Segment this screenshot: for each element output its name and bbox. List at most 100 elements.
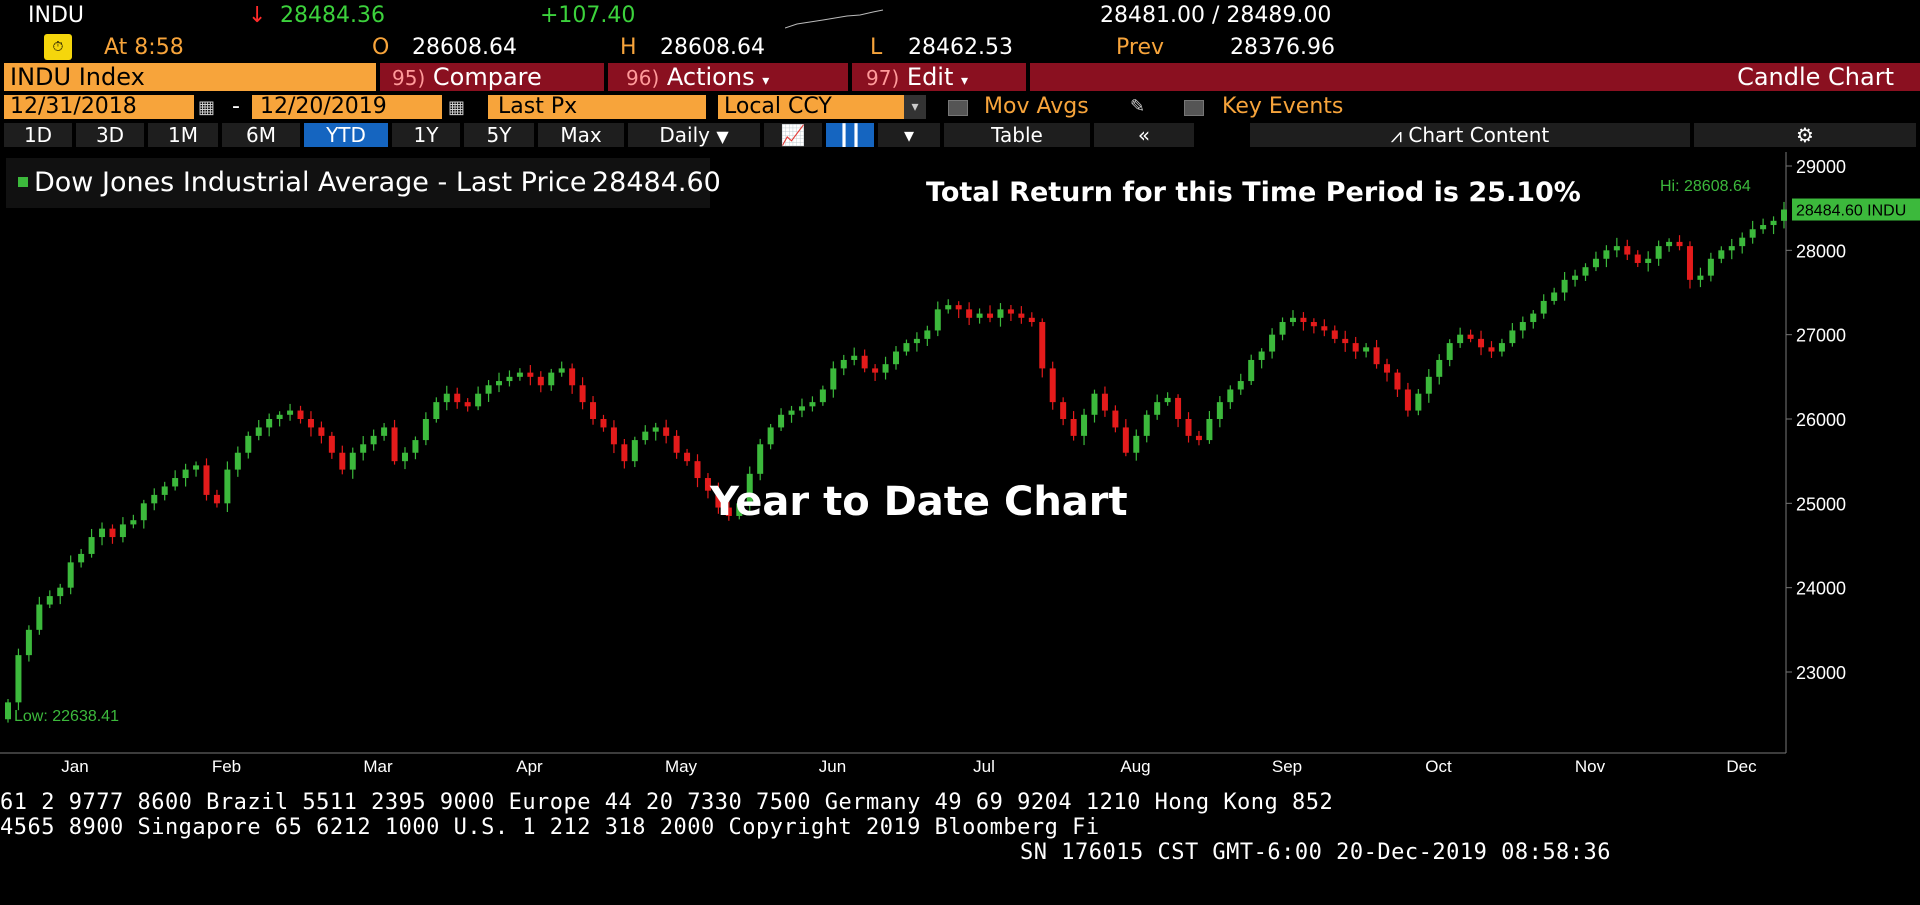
bid-ask: 28481.00 / 28489.00 bbox=[1100, 3, 1332, 28]
candle-body bbox=[381, 427, 388, 436]
footer-line-3: SN 176015 CST GMT-6:00 20-Dec-2019 08:58… bbox=[1020, 840, 1612, 865]
end-date-value: 12/20/2019 bbox=[260, 94, 387, 119]
candle-body bbox=[454, 393, 461, 403]
candle-body bbox=[1195, 435, 1202, 441]
candle-body bbox=[1509, 330, 1516, 344]
candle-body bbox=[830, 368, 837, 390]
candle-body bbox=[516, 372, 523, 377]
mov-avgs-checkbox[interactable] bbox=[948, 100, 968, 116]
open-label: O bbox=[372, 35, 390, 60]
timeframe-5y[interactable]: 5Y bbox=[464, 123, 534, 147]
clock-icon: ⏱ bbox=[44, 34, 72, 60]
candle-body bbox=[370, 435, 377, 445]
high-value: 28608.64 bbox=[660, 35, 765, 60]
start-date-field[interactable]: 12/31/2018 bbox=[4, 95, 194, 119]
candle-body bbox=[443, 393, 450, 403]
key-events-checkbox[interactable] bbox=[1184, 100, 1204, 116]
x-tick-label: Jul bbox=[973, 757, 995, 776]
candle-chart: 23000 24000 25000 26000 27000 28000 29000 Jan Fe… bbox=[0, 152, 1920, 780]
legend-swatch bbox=[18, 177, 28, 187]
edit-button[interactable]: 97) Edit ▾ bbox=[852, 63, 1026, 91]
currency-select[interactable]: Local CCY bbox=[718, 95, 904, 119]
candle-chart-icon[interactable]: ┃┃ bbox=[826, 123, 874, 147]
compare-button[interactable]: 95) Compare bbox=[380, 63, 604, 91]
legend-text: Dow Jones Industrial Average - Last Pric… bbox=[34, 167, 587, 198]
candle-body bbox=[1039, 322, 1046, 369]
candle-body bbox=[1540, 300, 1547, 314]
chevron-down-icon[interactable]: ▾ bbox=[878, 123, 940, 147]
security-field[interactable]: INDU Index bbox=[4, 63, 376, 91]
last-price-tag bbox=[1792, 198, 1920, 221]
candle-body bbox=[1384, 364, 1391, 373]
candle-body bbox=[631, 440, 638, 462]
candle-body bbox=[67, 562, 74, 588]
candle-body bbox=[328, 435, 335, 453]
timeframe-6m[interactable]: 6M bbox=[222, 123, 300, 147]
candle-body bbox=[1049, 368, 1056, 403]
candle-body bbox=[1457, 334, 1464, 344]
x-tick-label: Jun bbox=[819, 757, 846, 776]
candle-body bbox=[1707, 258, 1714, 276]
periodicity-select[interactable]: Daily ▼ bbox=[628, 123, 760, 147]
timeframe-1m[interactable]: 1M bbox=[148, 123, 218, 147]
candle-body bbox=[1603, 250, 1610, 259]
candle-body bbox=[1530, 313, 1537, 323]
table-button[interactable]: Table bbox=[944, 123, 1090, 147]
candle-body bbox=[1122, 427, 1129, 453]
candle-body bbox=[5, 702, 11, 720]
candle-body bbox=[1394, 372, 1401, 390]
candle-body bbox=[401, 452, 408, 462]
candle-body bbox=[1133, 435, 1140, 453]
candle-body bbox=[1415, 393, 1422, 411]
x-tick-label: Dec bbox=[1726, 757, 1757, 776]
candle-body bbox=[496, 381, 503, 386]
chevron-down-icon[interactable]: ▾ bbox=[904, 95, 926, 119]
candle-body bbox=[1592, 258, 1599, 268]
candle-body bbox=[537, 376, 544, 386]
candle-body bbox=[88, 537, 95, 554]
field-select[interactable]: Last Px bbox=[488, 95, 706, 119]
candle-body bbox=[1446, 343, 1453, 360]
candle-body bbox=[130, 520, 137, 525]
candle-body bbox=[78, 553, 85, 563]
candle-body bbox=[1363, 347, 1370, 352]
end-date-field[interactable]: 12/20/2019 bbox=[252, 95, 442, 119]
calendar-icon[interactable]: ▦ bbox=[448, 97, 466, 118]
candle-body bbox=[527, 372, 534, 377]
calendar-icon[interactable]: ▦ bbox=[198, 97, 216, 118]
compare-label: Compare bbox=[432, 63, 542, 91]
center-label: Year to Date Chart bbox=[709, 479, 1128, 525]
timeframe-1y[interactable]: 1Y bbox=[392, 123, 460, 147]
candle-body bbox=[307, 419, 314, 428]
candle-body bbox=[1425, 376, 1432, 394]
candle-body bbox=[715, 490, 722, 508]
pencil-icon[interactable]: ✎ bbox=[1130, 96, 1146, 117]
candle-body bbox=[882, 364, 889, 373]
x-tick-label: Sep bbox=[1272, 757, 1302, 776]
timeframe-1d[interactable]: 1D bbox=[4, 123, 72, 147]
candle-body bbox=[1258, 351, 1265, 360]
candle-body bbox=[851, 355, 858, 360]
collapse-icon[interactable]: « bbox=[1094, 123, 1194, 147]
timeframe-ytd[interactable]: YTD bbox=[304, 123, 388, 147]
candle-body bbox=[349, 452, 356, 470]
candle-body bbox=[1749, 229, 1756, 238]
candle-body bbox=[966, 309, 973, 318]
x-tick-label: May bbox=[665, 757, 698, 776]
date-dash: - bbox=[232, 94, 240, 119]
candle-body bbox=[798, 406, 805, 411]
actions-button[interactable]: 96) Actions ▾ bbox=[608, 63, 848, 91]
y-tick-label: 24000 bbox=[1796, 579, 1846, 599]
candle-body bbox=[913, 338, 920, 344]
line-chart-icon[interactable]: 📈 bbox=[764, 123, 822, 147]
timeframe-max[interactable]: Max bbox=[538, 123, 624, 147]
candle-body bbox=[1101, 393, 1108, 411]
candle-body bbox=[485, 385, 492, 394]
legend-value: 28484.60 bbox=[592, 167, 721, 198]
candle-body bbox=[997, 309, 1004, 318]
footer-line-2: 4565 8900 Singapore 65 6212 1000 U.S. 1 … bbox=[0, 815, 1100, 840]
gear-icon[interactable]: ⚙ bbox=[1694, 123, 1916, 147]
timeframe-3d[interactable]: 3D bbox=[76, 123, 144, 147]
candle-body bbox=[1164, 397, 1171, 403]
chart-content-button[interactable]: ⩘ Chart Content bbox=[1250, 123, 1690, 147]
